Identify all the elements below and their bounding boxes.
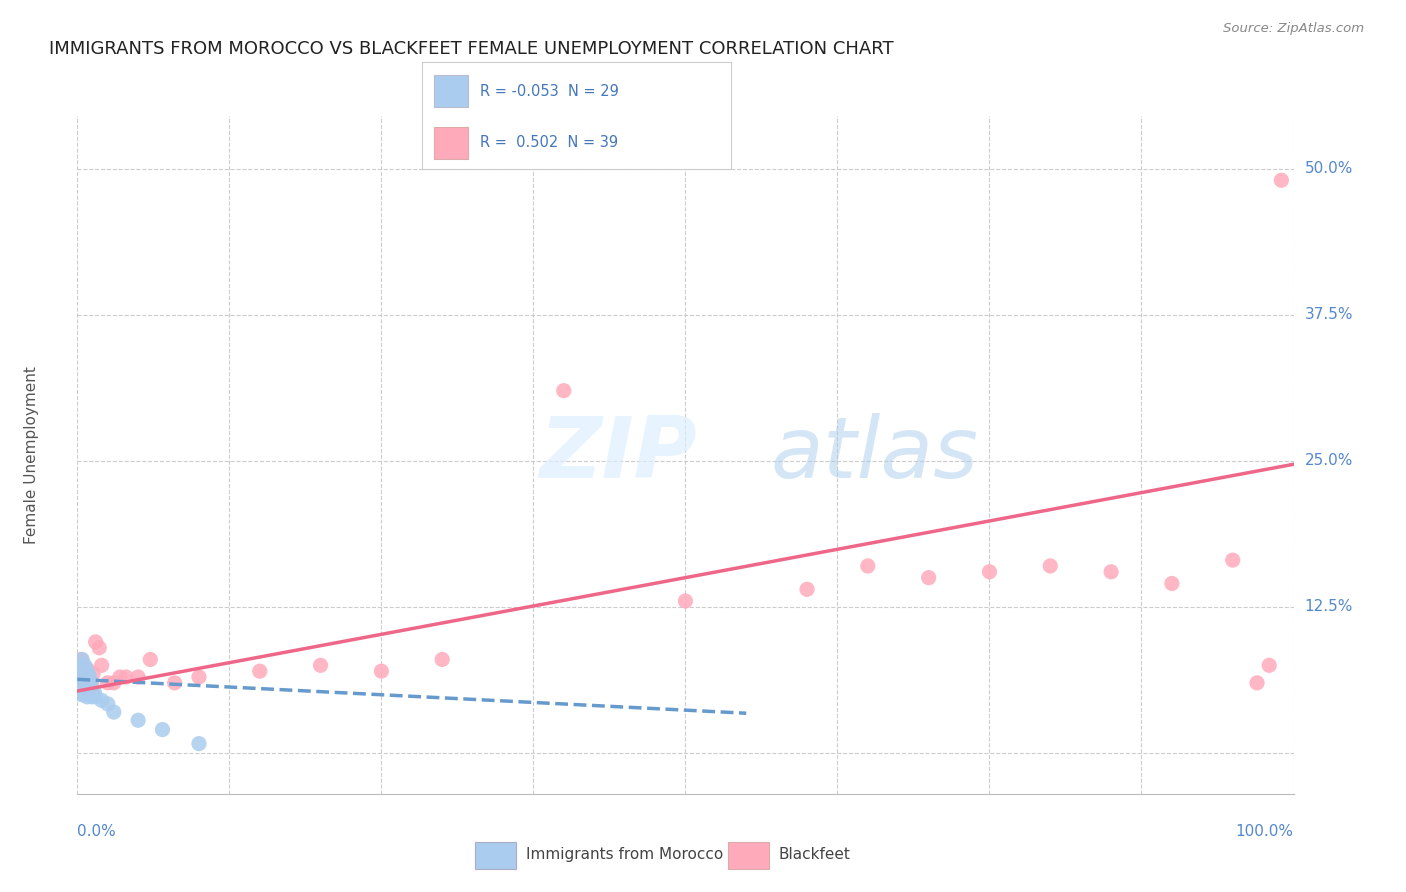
Point (79, 670, 101, 684)
Text: Blackfeet: Blackfeet (779, 847, 851, 862)
Point (80, 690, 103, 704)
Point (90, 658, 112, 673)
Point (675, 594, 697, 608)
Point (249, 664, 271, 678)
Point (70, 676, 93, 690)
Point (127, 713, 149, 727)
Point (103, 676, 125, 690)
Point (856, 558, 879, 573)
Bar (434, 75, 468, 107)
Point (1246, 676, 1268, 690)
Bar (434, 127, 468, 159)
Point (72, 681, 94, 696)
Point (89, 640, 111, 655)
Point (70, 688, 93, 702)
Text: Female Unemployment: Female Unemployment (24, 366, 38, 544)
Point (188, 670, 211, 684)
Point (77, 666, 100, 681)
Text: 25.0%: 25.0% (1305, 453, 1353, 468)
Point (127, 670, 149, 684)
Point (553, 384, 575, 398)
Text: 50.0%: 50.0% (1305, 161, 1353, 176)
Point (309, 658, 332, 673)
Point (430, 652, 453, 666)
Point (82, 688, 104, 702)
Point (80, 676, 103, 690)
Point (77, 685, 100, 699)
Point (75, 662, 97, 676)
Text: 0.0%: 0.0% (77, 824, 117, 839)
Point (75, 688, 97, 702)
Point (76, 662, 98, 676)
Text: 37.5%: 37.5% (1305, 307, 1353, 322)
Point (796, 582, 818, 597)
Text: R =  0.502  N = 39: R = 0.502 N = 39 (479, 136, 619, 150)
Text: Immigrants from Morocco: Immigrants from Morocco (526, 847, 723, 862)
Point (1039, 558, 1062, 573)
Point (83, 685, 105, 699)
Point (77, 676, 100, 690)
Point (76, 676, 98, 690)
Text: 100.0%: 100.0% (1236, 824, 1294, 839)
Point (90, 693, 112, 707)
Point (80, 681, 103, 696)
Point (1099, 565, 1122, 579)
Point (70, 670, 93, 684)
Point (97, 676, 120, 690)
Point (79, 688, 101, 702)
Point (1161, 576, 1184, 591)
Point (79, 676, 101, 690)
Point (76, 690, 98, 704)
Point (1270, 173, 1292, 187)
Point (75, 681, 97, 696)
Text: 12.5%: 12.5% (1305, 599, 1353, 615)
Point (1258, 658, 1281, 673)
Point (84, 635, 107, 649)
Bar (728, 842, 769, 869)
Point (97, 697, 120, 711)
Point (70, 658, 93, 673)
Point (84, 690, 107, 704)
Point (918, 571, 941, 585)
Point (72, 676, 94, 690)
Point (70, 652, 93, 666)
Point (1222, 553, 1244, 567)
Point (70, 670, 93, 684)
Point (82, 666, 104, 681)
Point (139, 652, 162, 666)
Point (115, 670, 138, 684)
Text: atlas: atlas (770, 413, 979, 497)
Point (188, 737, 211, 751)
Point (80, 681, 103, 696)
Point (370, 664, 392, 678)
Point (152, 723, 174, 737)
Point (70, 652, 93, 666)
Text: Source: ZipAtlas.com: Source: ZipAtlas.com (1223, 22, 1364, 36)
Point (979, 565, 1001, 579)
Text: R = -0.053  N = 29: R = -0.053 N = 29 (479, 84, 619, 99)
Point (73, 664, 96, 678)
Point (72, 664, 94, 678)
Bar (475, 842, 516, 869)
Point (163, 676, 186, 690)
Point (73, 658, 96, 673)
Point (108, 670, 131, 684)
Text: ZIP: ZIP (540, 413, 697, 497)
Text: IMMIGRANTS FROM MOROCCO VS BLACKFEET FEMALE UNEMPLOYMENT CORRELATION CHART: IMMIGRANTS FROM MOROCCO VS BLACKFEET FEM… (49, 40, 894, 58)
Point (103, 705, 125, 719)
Point (80, 678, 103, 692)
Point (73, 688, 96, 702)
